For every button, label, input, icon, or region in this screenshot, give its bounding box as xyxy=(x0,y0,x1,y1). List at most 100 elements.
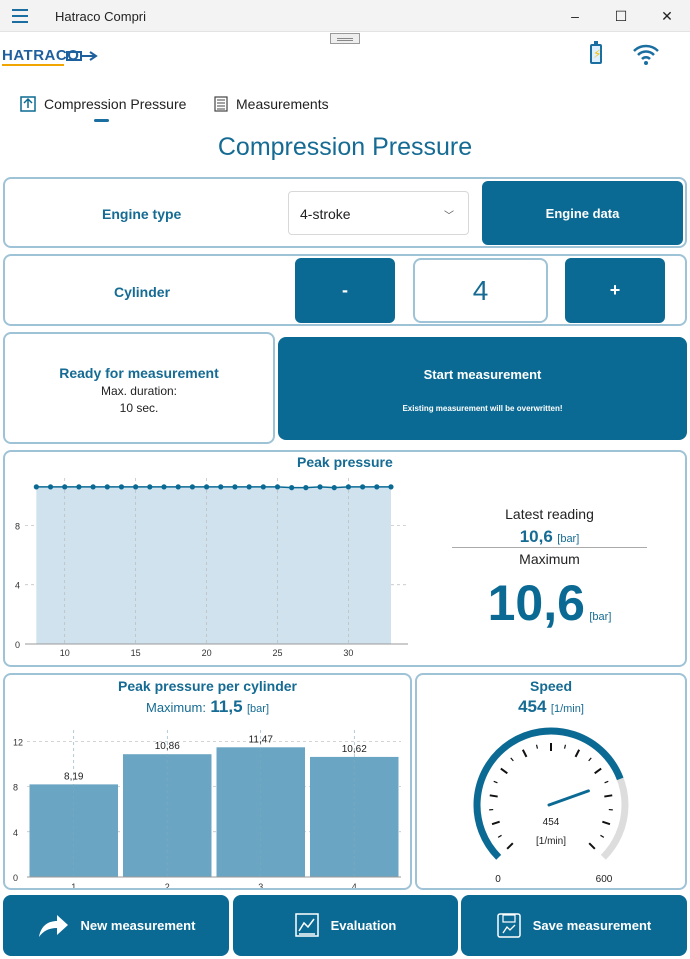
data-point xyxy=(161,484,167,490)
data-point xyxy=(133,484,139,490)
latest-reading: 10,6 [bar] xyxy=(452,527,647,547)
data-point xyxy=(218,484,224,490)
gauge-min-label: 0 xyxy=(495,874,501,885)
tab-measurements[interactable]: Measurements xyxy=(214,96,329,112)
logo-mark-icon xyxy=(66,51,98,61)
drag-handle[interactable] xyxy=(330,33,360,44)
data-point xyxy=(374,484,380,490)
gauge-tick xyxy=(600,834,605,838)
tab-compression-pressure[interactable]: Compression Pressure xyxy=(20,96,186,112)
data-point xyxy=(246,484,252,490)
data-point xyxy=(388,484,394,490)
bar-value-label: 11,47 xyxy=(249,734,274,745)
data-point xyxy=(203,484,210,490)
x-tick-label: 15 xyxy=(131,648,141,658)
window-title: Hatraco Compri xyxy=(55,9,147,24)
gauge-tick xyxy=(510,757,514,762)
status-title: Ready for measurement xyxy=(59,365,219,381)
y-tick-label: 8 xyxy=(13,783,18,793)
engine-type-select[interactable]: 4-stroke ﹀ xyxy=(288,191,469,235)
data-point xyxy=(274,484,281,490)
cylinder-max-label: Maximum: xyxy=(145,700,206,715)
latest-reading-value: 10,6 xyxy=(519,527,553,546)
logo-underline xyxy=(2,64,64,66)
minimize-button[interactable]: – xyxy=(571,8,579,24)
bar-value-label: 8,19 xyxy=(64,771,84,782)
bar xyxy=(29,784,118,877)
hamburger-menu-icon[interactable] xyxy=(12,9,28,23)
x-tick-label: 25 xyxy=(272,648,282,658)
data-point xyxy=(175,484,181,490)
page-title: Compression Pressure xyxy=(217,133,473,161)
data-point xyxy=(232,484,238,490)
data-point xyxy=(345,484,352,490)
y-tick-label: 8 xyxy=(15,521,20,531)
cylinder-max-unit: [bar] xyxy=(247,703,270,715)
gauge-tick xyxy=(491,820,500,826)
new-measurement-label: New measurement xyxy=(80,918,196,933)
gauge-value-arc xyxy=(473,727,624,860)
battery-charging-icon: ⚡ xyxy=(590,41,602,64)
maximum-value: 10,6 xyxy=(487,575,585,631)
cylinder-pressure-maximum: Maximum: 11,5 [bar] xyxy=(3,697,412,717)
cylinder-pressure-title: Peak pressure per cylinder xyxy=(118,678,297,694)
title-bar: Hatraco Compri – ☐ ✕ xyxy=(0,0,690,32)
x-tick-label: 30 xyxy=(343,648,353,658)
gauge-tick xyxy=(497,834,502,838)
new-measurement-button[interactable]: New measurement xyxy=(3,895,229,956)
data-point xyxy=(104,484,110,490)
evaluation-button[interactable]: Evaluation xyxy=(233,895,458,956)
y-tick-label: 12 xyxy=(13,737,23,747)
duration-value: 10 sec. xyxy=(119,401,159,415)
engine-type-label: Engine type xyxy=(102,206,182,222)
gauge-tick xyxy=(506,842,514,850)
tab-label: Compression Pressure xyxy=(44,96,187,112)
evaluation-label: Evaluation xyxy=(330,918,397,933)
redo-arrow-icon xyxy=(38,914,68,937)
y-tick-label: 4 xyxy=(13,828,18,838)
y-tick-label: 4 xyxy=(15,581,20,591)
gauge-tick xyxy=(588,842,596,850)
chevron-down-icon: ﹀ xyxy=(444,211,454,222)
cylinder-increment-button[interactable]: + xyxy=(565,258,665,323)
list-icon xyxy=(214,96,228,112)
maximum-label: Maximum xyxy=(519,551,580,567)
cylinder-label: Cylinder xyxy=(114,284,171,300)
series-line xyxy=(36,486,391,489)
cylinder-count: 4 xyxy=(413,258,548,323)
data-point xyxy=(33,484,39,490)
gauge-tick xyxy=(521,749,528,758)
x-tick-label: 1 xyxy=(71,882,76,888)
x-tick-label: 3 xyxy=(258,882,263,888)
bar-value-label: 10,62 xyxy=(342,744,367,755)
gauge-tick xyxy=(604,794,613,798)
save-measurement-button[interactable]: Save measurement xyxy=(461,895,687,956)
data-point xyxy=(76,484,82,490)
data-point xyxy=(317,484,323,490)
wifi-icon xyxy=(633,44,659,65)
area-fill xyxy=(36,486,391,644)
gauge-tick xyxy=(535,744,539,749)
gauge-tick xyxy=(588,757,592,762)
chart-report-icon xyxy=(294,912,319,937)
start-measurement-button[interactable]: Start measurement Existing measurement w… xyxy=(278,337,687,440)
maximize-button[interactable]: ☐ xyxy=(614,7,628,24)
save-measurement-label: Save measurement xyxy=(532,918,652,933)
gauge-tick xyxy=(500,767,508,775)
maximum-unit: [bar] xyxy=(589,611,612,623)
gauge-tick xyxy=(604,780,609,784)
gauge-needle xyxy=(547,789,590,807)
cylinder-pressure-chart: 0 4 8 12 8,19 1 10,86 2 11,47 3 10,62 4 xyxy=(13,730,401,888)
gauge-tick xyxy=(594,767,602,775)
latest-reading-unit: [bar] xyxy=(557,533,580,545)
gauge-tick xyxy=(574,749,581,758)
cylinder-decrement-button[interactable]: - xyxy=(295,258,395,323)
gauge-tick xyxy=(489,794,498,798)
gauge-tick xyxy=(563,744,567,749)
data-point xyxy=(47,484,54,490)
close-button[interactable]: ✕ xyxy=(661,7,673,24)
gauge-max-label: 600 xyxy=(596,874,613,885)
engine-data-button[interactable]: Engine data xyxy=(482,181,683,245)
peak-pressure-chart: 0 4 8 10 15 20 25 30 xyxy=(15,478,408,658)
x-tick-label: 2 xyxy=(165,882,170,888)
